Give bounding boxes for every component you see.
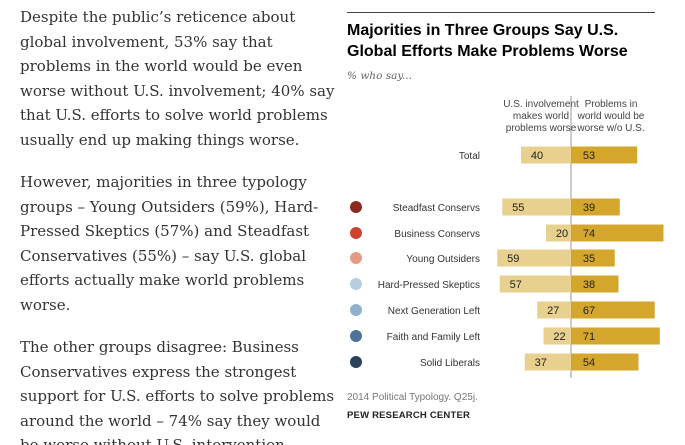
chart-source: PEW RESEARCH CENTER	[347, 410, 471, 421]
bar-worse-with-us	[499, 275, 571, 293]
bar-worse-with-us	[537, 301, 571, 319]
article-text: Despite the public’s reticence about glo…	[20, 5, 338, 445]
category-label: Young Outsiders	[406, 254, 480, 265]
bar-worse-with-us	[521, 146, 571, 164]
bar-worse-with-us	[546, 224, 571, 242]
chart-title-line: Global Efforts Make Problems Worse	[347, 43, 628, 60]
data-label: 67	[583, 305, 595, 317]
data-label: 55	[512, 202, 524, 214]
data-label: 71	[583, 331, 595, 343]
bar-worse-without-us	[571, 198, 620, 216]
data-label: 59	[507, 253, 519, 265]
bar-worse-with-us	[502, 198, 571, 216]
series-header: Problems in	[585, 99, 638, 110]
bar-worse-without-us	[571, 301, 655, 319]
chart-note: 2014 Political Typology. Q25j.	[347, 392, 478, 403]
data-label: 22	[553, 331, 565, 343]
category-label: Next Generation Left	[388, 306, 480, 317]
data-label: 20	[556, 228, 568, 240]
category-label: Solid Liberals	[420, 358, 480, 369]
series-header: world would be	[577, 111, 645, 122]
chart-panel: Majorities in Three Groups Say U.S. Glob…	[347, 0, 664, 445]
article-paragraph: However, majorities in three typology gr…	[20, 173, 319, 314]
top-rule	[347, 12, 655, 13]
group-dot	[350, 330, 362, 342]
category-label: Steadfast Conservs	[393, 203, 480, 214]
bar-worse-with-us	[524, 353, 571, 371]
series-header: U.S. involvement	[503, 99, 579, 110]
data-label: 37	[535, 357, 547, 369]
bar-worse-with-us	[543, 327, 571, 345]
chart-title: Majorities in Three Groups Say U.S. Glob…	[347, 20, 655, 62]
group-dot	[350, 278, 362, 290]
group-dot	[350, 356, 362, 368]
category-label: Hard-Pressed Skeptics	[378, 280, 480, 291]
group-dot	[350, 201, 362, 213]
category-label: Total	[459, 151, 480, 162]
group-dot	[350, 304, 362, 316]
data-label: 53	[583, 150, 595, 162]
group-dot	[350, 227, 362, 239]
article-paragraph: The other groups disagree: Business Cons…	[20, 338, 335, 445]
data-label: 27	[547, 305, 559, 317]
series-header: worse w/o U.S.	[576, 123, 644, 134]
article-paragraph: Despite the public’s reticence about glo…	[20, 8, 335, 149]
bar-worse-without-us	[571, 353, 639, 371]
data-label: 39	[583, 202, 595, 214]
data-label: 74	[583, 228, 595, 240]
category-label: Business Conservs	[394, 229, 480, 240]
series-header: makes world	[513, 111, 569, 122]
group-dot	[350, 252, 362, 264]
bar-worse-without-us	[571, 224, 664, 242]
data-label: 38	[583, 279, 595, 291]
bar-worse-with-us	[497, 249, 571, 267]
bar-worse-without-us	[571, 249, 615, 267]
series-header: problems worse	[506, 123, 577, 134]
data-label: 57	[510, 279, 522, 291]
category-label: Faith and Family Left	[387, 332, 481, 343]
bar-worse-without-us	[571, 146, 638, 164]
bar-worse-without-us	[571, 327, 660, 345]
bar-worse-without-us	[571, 275, 619, 293]
data-label: 54	[583, 357, 595, 369]
chart-subtitle: % who say...	[347, 70, 412, 82]
data-label: 40	[531, 150, 543, 162]
chart-title-line: Majorities in Three Groups Say U.S.	[347, 22, 619, 39]
data-label: 35	[583, 253, 595, 265]
